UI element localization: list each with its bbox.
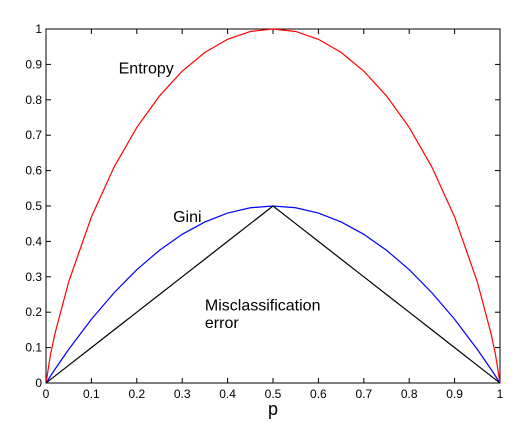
x-tick-label: 0.4 xyxy=(219,387,236,401)
x-tick-label: 0.8 xyxy=(401,387,418,401)
annotation-label: error xyxy=(205,315,239,332)
x-tick-label: 0.5 xyxy=(265,387,282,401)
y-tick-label: 0.6 xyxy=(25,164,42,178)
series-line-misclassification-error xyxy=(45,205,501,384)
x-tick-label: 0.3 xyxy=(174,387,191,401)
x-tick-label: 0.9 xyxy=(446,387,463,401)
x-tick-label: 0 xyxy=(43,387,50,401)
series-line-entropy xyxy=(45,28,501,384)
x-tick-label: 0.7 xyxy=(355,387,372,401)
x-tick-label: 0.6 xyxy=(310,387,327,401)
annotation-label: Misclassification xyxy=(205,297,321,314)
y-tick-label: 0.1 xyxy=(25,341,42,355)
series-lines xyxy=(45,28,501,384)
y-tick-label: 0.2 xyxy=(25,305,42,319)
y-tick-label: 0.3 xyxy=(25,270,42,284)
annotation-label: Gini xyxy=(173,209,201,226)
axis-ticks: 0 0.1 0.2 0.3 0.4 0.5 0.6 0.7 0.8 0.9 1 0 0.1 0.2 0.3 0… xyxy=(25,22,503,401)
y-tick-label: 0.7 xyxy=(25,128,42,142)
y-tick-label: 0 xyxy=(35,376,42,390)
annotation-label: Entropy xyxy=(119,60,174,77)
y-tick-label: 1 xyxy=(35,22,42,36)
x-tick-label: 1 xyxy=(497,387,504,401)
y-tick-label: 0.8 xyxy=(25,93,42,107)
y-tick-label: 0.5 xyxy=(25,199,42,213)
x-axis-label: p xyxy=(268,399,278,419)
y-tick-label: 0.9 xyxy=(25,57,42,71)
x-tick-label: 0.2 xyxy=(128,387,145,401)
y-tick-label: 0.4 xyxy=(25,234,42,248)
x-tick-label: 0.1 xyxy=(83,387,100,401)
